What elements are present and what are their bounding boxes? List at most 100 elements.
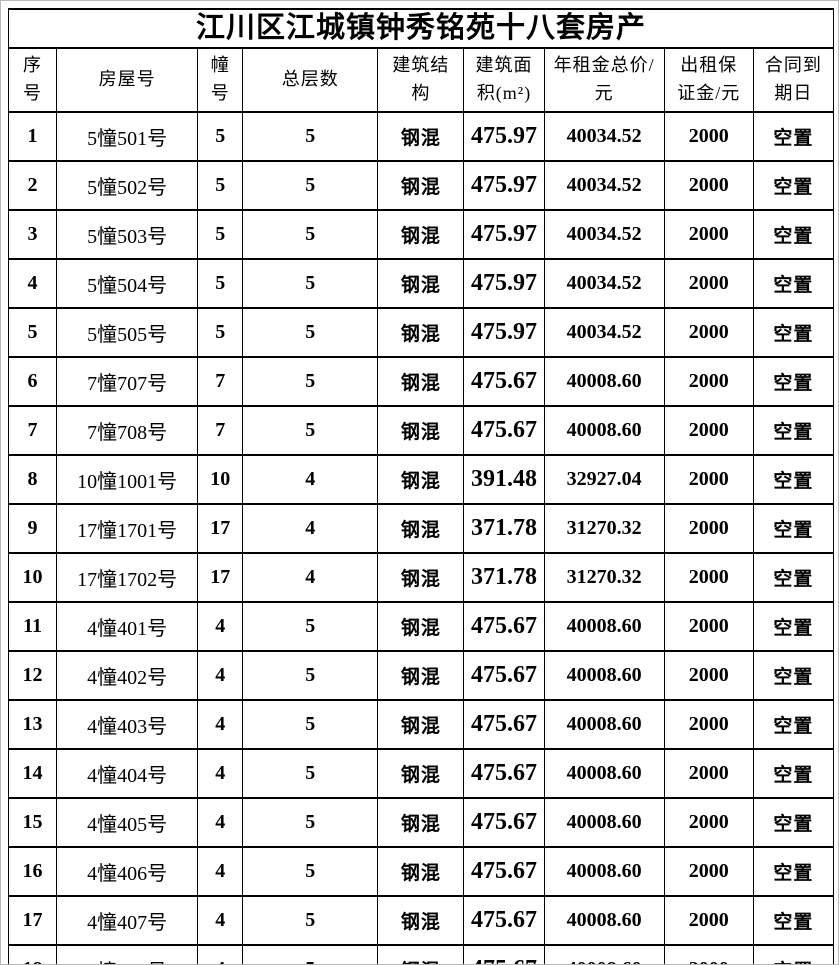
cell-building-area: 475.67 xyxy=(463,601,545,652)
cell-annual-rent: 40034.52 xyxy=(543,307,665,358)
cell-house-number: 17憧1702号 xyxy=(56,552,199,603)
col-header-deposit: 出租保 证金/元 xyxy=(663,47,754,113)
cell-deposit: 2000 xyxy=(663,699,754,750)
table-row: 9 17憧1701号 17 4 钢混 371.78 31270.32 2000 … xyxy=(7,503,835,554)
table-row: 18 4憧408号 4 5 钢混 475.67 40008.60 2000 空置 xyxy=(7,944,835,964)
cell-annual-rent: 40034.52 xyxy=(543,160,665,211)
cell-house-number: 4憧407号 xyxy=(56,895,199,946)
cell-house-number: 4憧408号 xyxy=(56,944,199,964)
cell-annual-rent: 40008.60 xyxy=(543,601,665,652)
cell-building-number: 7 xyxy=(197,405,244,456)
cell-serial-number: 3 xyxy=(7,209,58,260)
cell-serial-number: 18 xyxy=(7,944,58,964)
cell-structure: 钢混 xyxy=(377,258,465,309)
table-row: 11 4憧401号 4 5 钢混 475.67 40008.60 2000 空置 xyxy=(7,601,835,652)
cell-building-area: 475.97 xyxy=(463,111,545,162)
cell-deposit: 2000 xyxy=(663,944,754,964)
cell-serial-number: 6 xyxy=(7,356,58,407)
cell-serial-number: 12 xyxy=(7,650,58,701)
cell-deposit: 2000 xyxy=(663,209,754,260)
cell-serial-number: 2 xyxy=(7,160,58,211)
cell-contract-end: 空置 xyxy=(752,258,835,309)
cell-building-area: 475.67 xyxy=(463,797,545,848)
col-header-structure: 建筑结 构 xyxy=(377,47,465,113)
table-row: 14 4憧404号 4 5 钢混 475.67 40008.60 2000 空置 xyxy=(7,748,835,799)
cell-building-number: 4 xyxy=(197,699,244,750)
cell-annual-rent: 40008.60 xyxy=(543,944,665,964)
cell-deposit: 2000 xyxy=(663,356,754,407)
table-row: 12 4憧402号 4 5 钢混 475.67 40008.60 2000 空置 xyxy=(7,650,835,701)
cell-deposit: 2000 xyxy=(663,650,754,701)
cell-structure: 钢混 xyxy=(377,503,465,554)
cell-structure: 钢混 xyxy=(377,454,465,505)
page-title: 江川区江城镇钟秀铭苑十八套房产 xyxy=(8,8,834,49)
cell-total-floors: 5 xyxy=(242,209,379,260)
cell-structure: 钢混 xyxy=(377,160,465,211)
cell-structure: 钢混 xyxy=(377,699,465,750)
col-header-annual-rent: 年租金总价/ 元 xyxy=(543,47,665,113)
property-table: 江川区江城镇钟秀铭苑十八套房产 序 号 房屋号 幢 号 总层数 建筑结 构 建筑… xyxy=(7,8,835,964)
cell-structure: 钢混 xyxy=(377,307,465,358)
cell-building-area: 475.97 xyxy=(463,160,545,211)
table-row: 8 10憧1001号 10 4 钢混 391.48 32927.04 2000 … xyxy=(7,454,835,505)
cell-house-number: 7憧708号 xyxy=(56,405,199,456)
cell-building-area: 475.67 xyxy=(463,650,545,701)
cell-total-floors: 5 xyxy=(242,699,379,750)
cell-house-number: 17憧1701号 xyxy=(56,503,199,554)
cell-total-floors: 4 xyxy=(242,552,379,603)
cell-building-number: 5 xyxy=(197,258,244,309)
cell-total-floors: 5 xyxy=(242,307,379,358)
table-row: 17 4憧407号 4 5 钢混 475.67 40008.60 2000 空置 xyxy=(7,895,835,946)
cell-serial-number: 10 xyxy=(7,552,58,603)
cell-building-area: 475.67 xyxy=(463,895,545,946)
cell-deposit: 2000 xyxy=(663,503,754,554)
cell-contract-end: 空置 xyxy=(752,307,835,358)
cell-house-number: 5憧502号 xyxy=(56,160,199,211)
cell-house-number: 7憧707号 xyxy=(56,356,199,407)
table-row: 6 7憧707号 7 5 钢混 475.67 40008.60 2000 空置 xyxy=(7,356,835,407)
table-body: 1 5憧501号 5 5 钢混 475.97 40034.52 2000 空置 … xyxy=(7,111,835,964)
cell-annual-rent: 40034.52 xyxy=(543,209,665,260)
cell-total-floors: 5 xyxy=(242,797,379,848)
cell-building-area: 475.67 xyxy=(463,405,545,456)
cell-total-floors: 5 xyxy=(242,405,379,456)
cell-deposit: 2000 xyxy=(663,160,754,211)
cell-building-number: 4 xyxy=(197,846,244,897)
cell-contract-end: 空置 xyxy=(752,846,835,897)
cell-house-number: 4憧404号 xyxy=(56,748,199,799)
cell-house-number: 4憧403号 xyxy=(56,699,199,750)
cell-serial-number: 14 xyxy=(7,748,58,799)
cell-house-number: 5憧503号 xyxy=(56,209,199,260)
cell-total-floors: 5 xyxy=(242,160,379,211)
cell-building-number: 5 xyxy=(197,307,244,358)
cell-building-number: 17 xyxy=(197,552,244,603)
cell-building-area: 475.97 xyxy=(463,258,545,309)
cell-structure: 钢混 xyxy=(377,846,465,897)
cell-deposit: 2000 xyxy=(663,846,754,897)
cell-annual-rent: 32927.04 xyxy=(543,454,665,505)
cell-contract-end: 空置 xyxy=(752,454,835,505)
cell-serial-number: 9 xyxy=(7,503,58,554)
cell-house-number: 4憧406号 xyxy=(56,846,199,897)
cell-annual-rent: 40008.60 xyxy=(543,405,665,456)
cell-serial-number: 5 xyxy=(7,307,58,358)
cell-total-floors: 5 xyxy=(242,895,379,946)
cell-annual-rent: 31270.32 xyxy=(543,552,665,603)
col-header-building-area: 建筑面 积(m²) xyxy=(463,47,545,113)
cell-house-number: 4憧402号 xyxy=(56,650,199,701)
cell-contract-end: 空置 xyxy=(752,895,835,946)
cell-building-number: 4 xyxy=(197,797,244,848)
col-header-house-number: 房屋号 xyxy=(56,47,199,113)
cell-contract-end: 空置 xyxy=(752,601,835,652)
cell-annual-rent: 40008.60 xyxy=(543,895,665,946)
cell-building-area: 391.48 xyxy=(463,454,545,505)
cell-house-number: 5憧504号 xyxy=(56,258,199,309)
cell-total-floors: 5 xyxy=(242,111,379,162)
cell-serial-number: 15 xyxy=(7,797,58,848)
cell-total-floors: 5 xyxy=(242,944,379,964)
cell-annual-rent: 40008.60 xyxy=(543,797,665,848)
cell-building-number: 4 xyxy=(197,748,244,799)
cell-structure: 钢混 xyxy=(377,405,465,456)
table-row: 7 7憧708号 7 5 钢混 475.67 40008.60 2000 空置 xyxy=(7,405,835,456)
